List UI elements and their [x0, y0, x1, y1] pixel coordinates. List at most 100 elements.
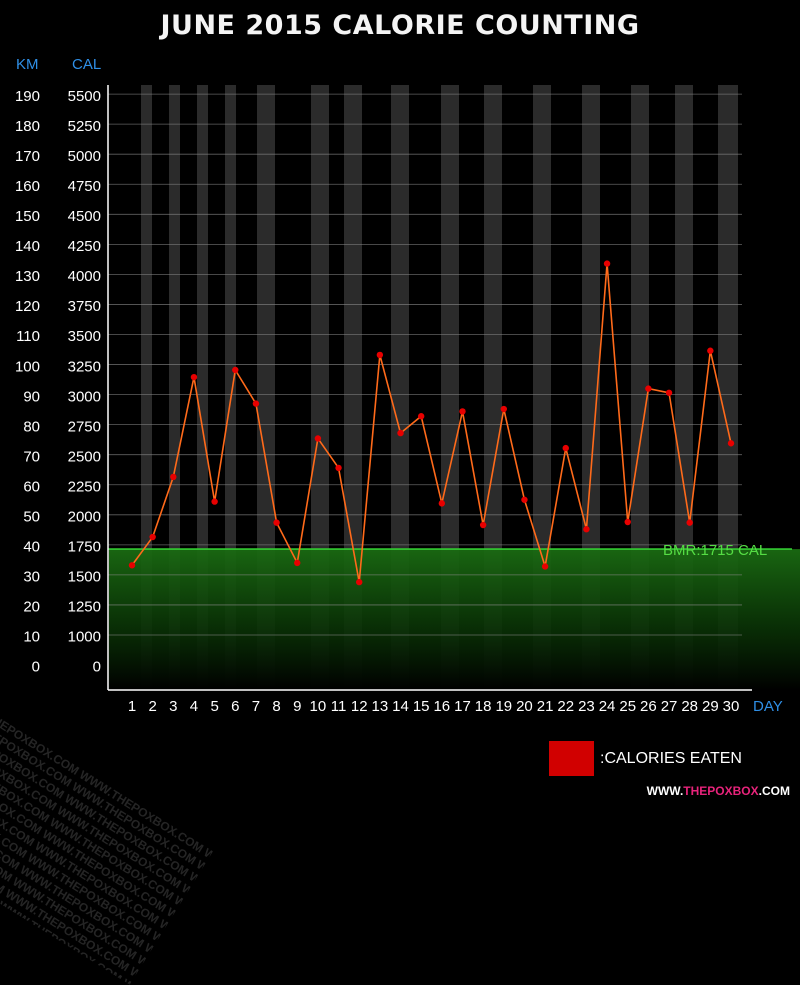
cal-tick-label: 3500	[68, 328, 101, 345]
km-tick-label: 120	[15, 298, 40, 315]
calorie-data-point	[583, 526, 590, 533]
cal-tick-label: 0	[93, 659, 101, 676]
calorie-data-point	[314, 435, 322, 442]
day-tick-label: 14	[392, 698, 409, 715]
calorie-data-point	[294, 559, 301, 567]
column-band	[197, 85, 208, 690]
day-tick-label: 18	[475, 698, 492, 715]
column-band	[582, 85, 600, 690]
day-tick-label: 13	[372, 698, 389, 715]
cal-tick-label: 4250	[68, 238, 101, 255]
calorie-data-point	[603, 260, 611, 267]
calorie-data-point	[128, 562, 136, 569]
cal-tick-label: 2750	[68, 418, 101, 435]
day-tick-label: 5	[210, 698, 218, 715]
calorie-data-point	[665, 389, 673, 396]
calorie-data-point	[500, 405, 507, 413]
column-band	[718, 85, 738, 690]
day-tick-label: 2	[148, 698, 156, 715]
calorie-data-point	[438, 500, 446, 507]
cal-tick-label: 2500	[68, 448, 101, 465]
column-band	[257, 85, 275, 690]
website-link[interactable]: WWW.THEPOXBOX.COM	[647, 784, 790, 798]
calorie-data-point	[686, 519, 693, 526]
km-tick-label: 30	[23, 568, 40, 585]
day-tick-label: 16	[433, 698, 450, 715]
cal-tick-label: 4750	[68, 178, 101, 195]
day-tick-label: 22	[557, 698, 574, 715]
cal-tick-label: 3250	[68, 358, 101, 375]
calorie-data-point	[170, 473, 177, 481]
day-tick-label: 20	[516, 698, 533, 715]
day-tick-label: 28	[681, 698, 698, 715]
cal-tick-label: 1000	[68, 629, 101, 646]
calorie-data-point	[624, 518, 631, 526]
km-tick-label: 50	[23, 508, 40, 525]
day-tick-label: 4	[190, 698, 198, 715]
website-brand: THEPOXBOX	[683, 784, 759, 798]
column-band	[675, 85, 693, 690]
km-tick-label: 100	[15, 358, 40, 375]
calorie-data-point	[376, 351, 384, 359]
calorie-data-point	[397, 429, 404, 437]
legend-label: :CALORIES EATEN	[600, 749, 742, 767]
km-tick-label: 130	[15, 268, 40, 285]
day-tick-label: 15	[413, 698, 430, 715]
calorie-chart: BMR:1715 CAL5500190525018050001704750160…	[15, 85, 800, 715]
km-tick-label: 20	[23, 599, 40, 616]
column-band	[441, 85, 459, 690]
km-tick-label: 140	[15, 238, 40, 255]
bmr-area	[109, 549, 800, 690]
chart-title: JUNE 2015 CALORIE COUNTING	[160, 10, 640, 41]
km-tick-label: 0	[32, 659, 40, 676]
day-tick-label: 11	[331, 698, 347, 715]
km-tick-label: 10	[23, 629, 40, 646]
calorie-data-point	[562, 444, 569, 452]
day-tick-label: 19	[495, 698, 512, 715]
column-band	[391, 85, 409, 690]
km-axis-label: KM	[16, 56, 39, 73]
calorie-data-point	[707, 347, 714, 354]
calorie-data-point	[645, 385, 652, 392]
cal-tick-label: 3750	[68, 298, 101, 315]
calorie-data-point	[356, 578, 363, 586]
calorie-data-point	[479, 521, 487, 529]
cal-tick-label: 5500	[68, 88, 101, 105]
day-tick-label: 3	[169, 698, 177, 715]
km-tick-label: 170	[15, 148, 40, 165]
calorie-data-point	[273, 519, 280, 526]
cal-tick-label: 5250	[68, 118, 101, 135]
cal-tick-label: 5000	[68, 148, 101, 165]
km-tick-label: 180	[15, 118, 40, 135]
day-tick-label: 27	[661, 698, 678, 715]
km-tick-label: 40	[23, 538, 40, 555]
column-band	[631, 85, 649, 690]
calorie-data-point	[190, 373, 198, 381]
calorie-data-point	[521, 496, 528, 503]
km-tick-label: 60	[23, 478, 40, 495]
calorie-data-point	[417, 413, 425, 420]
km-tick-label: 90	[23, 388, 40, 405]
day-tick-label: 1	[128, 698, 136, 715]
km-tick-label: 80	[23, 418, 40, 435]
day-tick-label: 29	[702, 698, 719, 715]
day-tick-label: 7	[252, 698, 260, 715]
cal-tick-label: 2250	[68, 478, 101, 495]
day-tick-label: 10	[310, 698, 327, 715]
day-tick-label: 26	[640, 698, 657, 715]
column-band	[169, 85, 180, 690]
column-band	[484, 85, 502, 690]
km-tick-label: 150	[15, 208, 40, 225]
km-tick-label: 110	[16, 328, 40, 345]
day-tick-label: 17	[454, 698, 471, 715]
cal-tick-label: 4500	[68, 208, 101, 225]
day-tick-label: 24	[599, 698, 616, 715]
calorie-data-point	[211, 498, 218, 505]
calorie-data-point	[459, 408, 466, 415]
calorie-data-point	[232, 366, 239, 374]
day-tick-label: 30	[723, 698, 740, 715]
x-axis-label: DAY	[753, 698, 783, 715]
bmr-label: BMR:1715 CAL	[663, 542, 767, 559]
km-tick-label: 190	[15, 88, 40, 105]
day-tick-label: 12	[351, 698, 368, 715]
